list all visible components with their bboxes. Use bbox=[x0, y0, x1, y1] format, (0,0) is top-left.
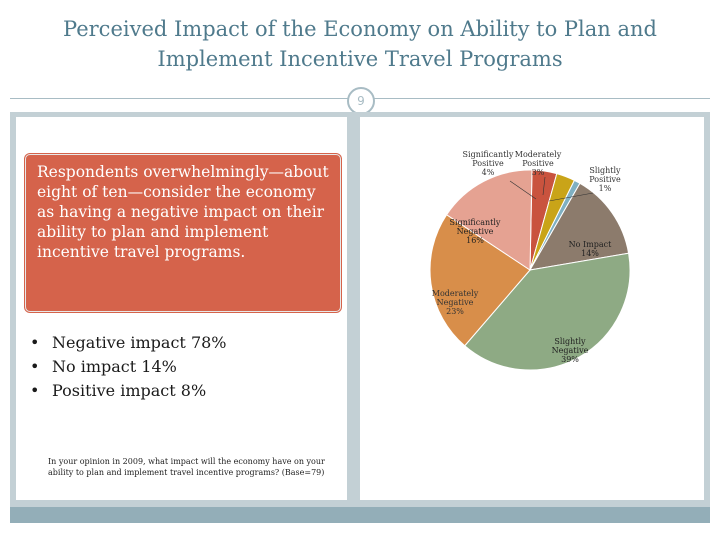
pie-category-label: Positive bbox=[589, 175, 621, 184]
summary-callout bbox=[25, 154, 341, 312]
pie-category-label: Slightly bbox=[589, 166, 621, 175]
pie-label-leader bbox=[542, 176, 546, 196]
pie-category-label: Negative bbox=[437, 298, 474, 307]
summary-callout-text: Respondents overwhelmingly—about eight o… bbox=[37, 163, 329, 261]
pie-value-label: 39% bbox=[561, 355, 579, 364]
pie-label-leader bbox=[548, 192, 594, 202]
pie-value-label: 1% bbox=[599, 184, 612, 193]
slide-title: Perceived Impact of the Economy on Abili… bbox=[63, 17, 657, 71]
bullet-marker: • bbox=[30, 357, 40, 376]
bullet-text: No impact 14% bbox=[52, 357, 177, 376]
pie-category-label: Negative bbox=[457, 227, 494, 236]
pie-category-label: Positive bbox=[522, 159, 554, 168]
pie-value-label: 14% bbox=[581, 249, 599, 258]
impact-pie-chart: SignificantlyPositive4%ModeratelyPositiv… bbox=[429, 150, 631, 371]
pie-category-label: Negative bbox=[552, 346, 589, 355]
pie-category-label: No Impact bbox=[569, 240, 612, 249]
bullet-marker: • bbox=[30, 333, 40, 352]
pie-value-label: 23% bbox=[446, 307, 464, 316]
pie-value-label: 4% bbox=[482, 168, 495, 177]
pie-category-label: Slightly bbox=[554, 337, 586, 346]
bullet-text: Negative impact 78% bbox=[52, 333, 227, 352]
bullet-item: • No impact 14% bbox=[30, 355, 227, 379]
pie-value-label: 3% bbox=[532, 168, 545, 177]
bullet-item: • Positive impact 8% bbox=[30, 379, 227, 403]
pie-category-label: Moderately bbox=[515, 150, 562, 159]
pie-label-leader bbox=[509, 180, 537, 200]
footer-bar bbox=[10, 507, 710, 523]
pie-value-label: 16% bbox=[466, 236, 484, 245]
pie-category-label: Significantly bbox=[463, 150, 514, 159]
pie-slice bbox=[529, 182, 630, 271]
pie-slice bbox=[445, 169, 533, 271]
survey-question-footnote: In your opinion in 2009, what impact wil… bbox=[48, 457, 325, 477]
pie-category-label: Positive bbox=[472, 159, 504, 168]
pie-category-label: Moderately bbox=[432, 289, 479, 298]
impact-bullet-list: • Negative impact 78% • No impact 14% • Pos… bbox=[30, 331, 227, 403]
bullet-marker: • bbox=[30, 381, 40, 400]
bullet-text: Positive impact 8% bbox=[52, 381, 207, 400]
pie-category-label: Significantly bbox=[450, 218, 501, 227]
page-number: 9 bbox=[347, 87, 375, 115]
bullet-item: • Negative impact 78% bbox=[30, 331, 227, 355]
pie-slice bbox=[464, 252, 631, 371]
pie-slice bbox=[429, 214, 531, 347]
